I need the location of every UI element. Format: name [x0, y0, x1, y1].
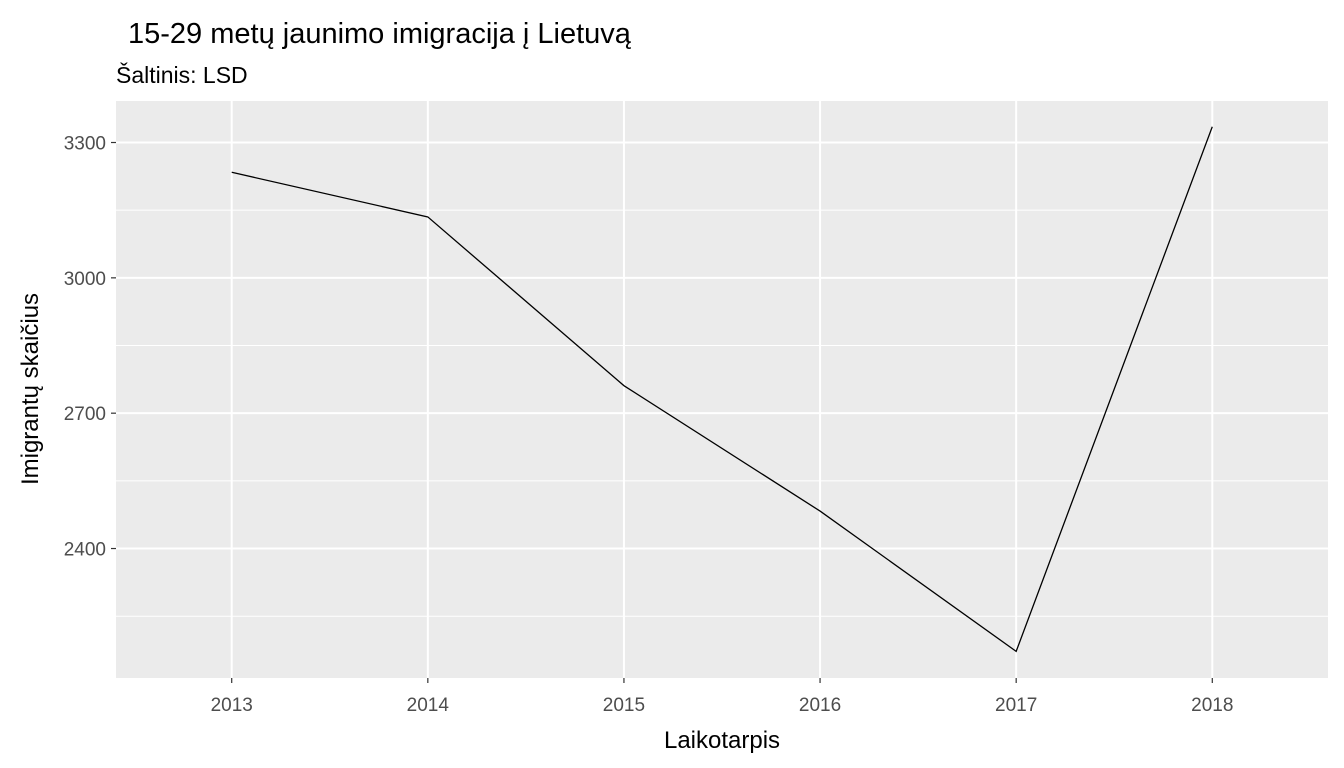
x-tick-label: 2014 [407, 695, 450, 716]
chart-subtitle: Šaltinis: LSD [116, 61, 248, 88]
x-axis-title: Laikotarpis [664, 727, 780, 754]
major-gridlines-y [116, 141, 1328, 550]
series-line [231, 126, 1213, 653]
major-gridlines-x [230, 101, 1214, 678]
y-tick-label: 2400 [64, 540, 106, 561]
x-tick-label: 2017 [995, 695, 1037, 716]
x-tick-label: 2016 [799, 695, 841, 716]
y-tick-label: 2700 [64, 404, 106, 425]
y-axis-title: Imigrantų skaičius [17, 293, 44, 485]
y-axis: 2400 2700 3000 3300 [64, 134, 116, 561]
x-axis: 2013 2014 2015 2016 2017 2018 [211, 678, 1233, 716]
x-tick-label: 2015 [603, 695, 645, 716]
minor-gridlines-y [116, 209, 1328, 617]
plot-panel [116, 101, 1328, 678]
y-tick-label: 3300 [64, 134, 106, 155]
x-tick-label: 2013 [211, 695, 253, 716]
y-tick-label: 3000 [64, 269, 106, 290]
chart-title: 15-29 metų jaunimo imigracija į Lietuvą [128, 18, 632, 50]
x-tick-label: 2018 [1191, 695, 1233, 716]
